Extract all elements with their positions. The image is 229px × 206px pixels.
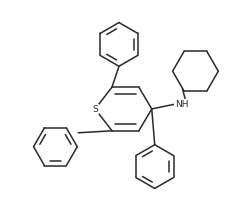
Text: NH: NH (175, 100, 188, 109)
Text: S: S (92, 105, 98, 114)
